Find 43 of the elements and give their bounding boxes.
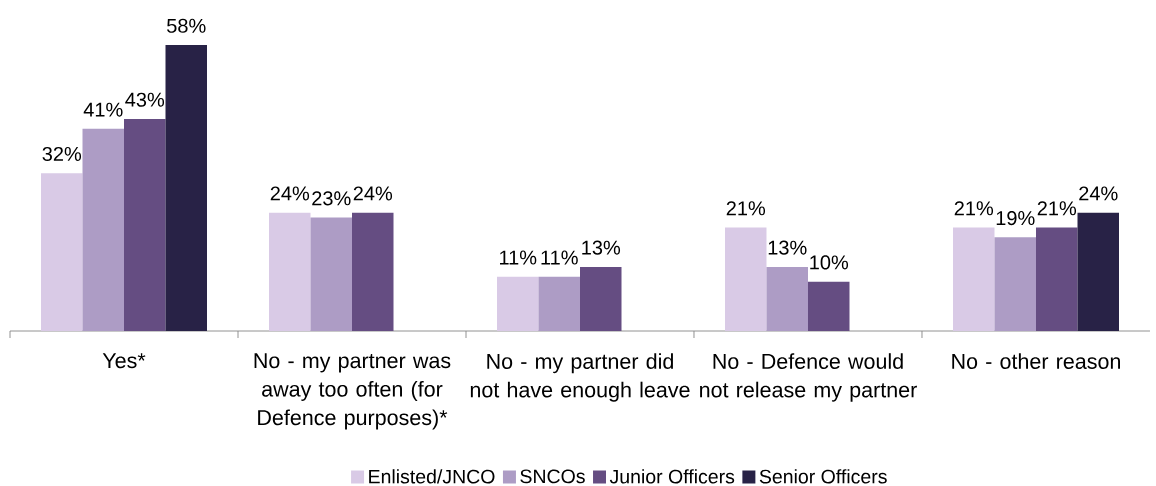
legend-label: Senior Officers <box>759 469 887 484</box>
x-tick-label: No - my partner did not have enough leave <box>470 353 690 402</box>
data-label: 11% <box>541 250 578 265</box>
bar <box>497 276 539 331</box>
data-label: 32% <box>42 146 82 162</box>
data-label: 23% <box>312 191 351 206</box>
bar <box>1077 212 1119 331</box>
x-tick-label: Yes* <box>102 353 146 369</box>
legend-label: Junior Officers <box>609 469 735 484</box>
bar <box>538 276 580 331</box>
data-label: 21% <box>726 201 766 216</box>
data-label: 58% <box>167 18 206 33</box>
x-tick-label: No - my partner was away too often (for Defence purposes)* <box>254 353 451 430</box>
bar <box>352 212 394 331</box>
x-tick-label: No - Defence would not release my partner <box>700 353 917 402</box>
legend-label: Enlisted/JNCO <box>369 469 495 484</box>
legend-label: SNCOs <box>520 469 585 484</box>
data-label: 21% <box>1037 201 1077 216</box>
data-label: 41% <box>83 102 123 117</box>
bar <box>310 217 352 331</box>
data-label: 43% <box>125 92 165 107</box>
bar <box>725 227 767 331</box>
data-label: 21% <box>954 201 994 216</box>
data-label: 10% <box>810 255 849 270</box>
bar <box>994 237 1036 331</box>
data-label: 13% <box>768 240 807 255</box>
bar <box>41 173 83 331</box>
data-label: 11% <box>500 250 537 265</box>
bar <box>269 212 311 331</box>
bar <box>165 45 207 331</box>
bar <box>953 227 995 331</box>
bar <box>82 128 124 331</box>
bar <box>766 266 808 331</box>
data-label: 19% <box>996 210 1035 226</box>
bar <box>580 266 622 331</box>
data-label: 24% <box>1079 186 1118 201</box>
data-label: 24% <box>353 186 393 201</box>
bar <box>1036 227 1078 331</box>
data-label: 13% <box>582 240 621 255</box>
bar <box>124 119 166 331</box>
data-label: 24% <box>270 186 310 201</box>
bar <box>808 281 850 331</box>
x-tick-label: No - other reason <box>952 353 1120 369</box>
